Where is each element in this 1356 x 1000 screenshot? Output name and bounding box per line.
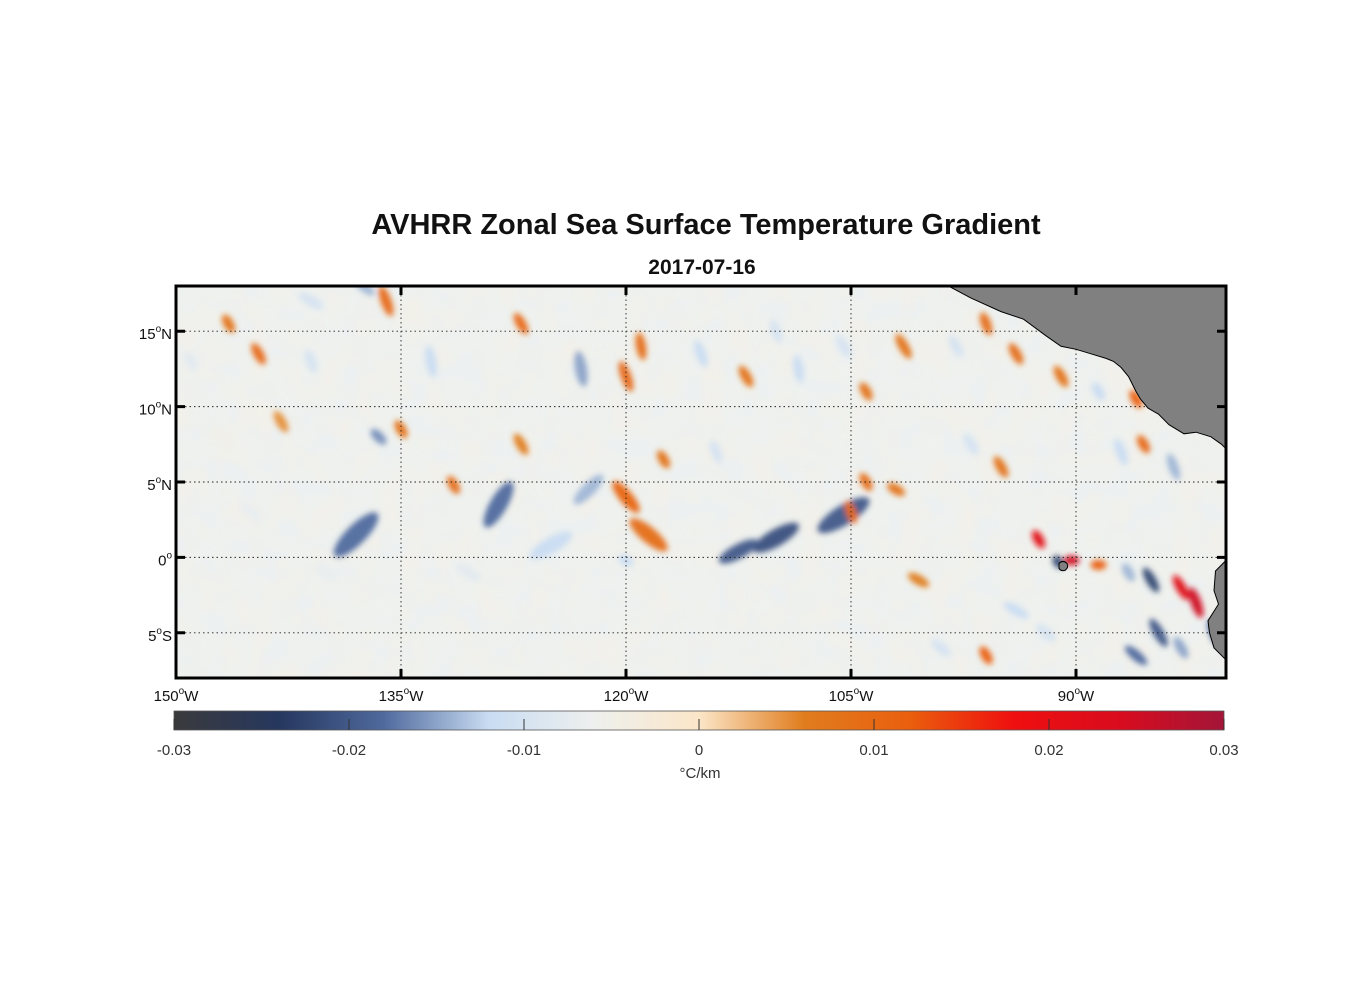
- gradient-feature: [333, 512, 379, 558]
- lat-tick-label: 5oS: [148, 626, 172, 645]
- gradient-feature: [273, 411, 289, 433]
- gradient-feature: [886, 482, 906, 497]
- central-america-land: [948, 286, 1226, 450]
- gradient-feature: [629, 518, 668, 552]
- lon-tick-label: 120oW: [604, 686, 650, 705]
- gradient-feature: [709, 440, 723, 464]
- gradient-feature: [1172, 575, 1190, 600]
- gradient-feature: [456, 564, 481, 581]
- land-masses: [948, 286, 1226, 678]
- gradient-feature: [1173, 637, 1189, 659]
- gradient-feature: [979, 312, 993, 336]
- gradient-feature: [694, 340, 708, 368]
- gradient-feature: [574, 351, 588, 387]
- gradient-feature: [931, 639, 951, 657]
- lon-tick-label: 105oW: [829, 686, 875, 705]
- gradient-feature: [378, 286, 394, 317]
- colorbar-tick-label: 0: [695, 742, 703, 759]
- gradient-feature: [1188, 587, 1204, 618]
- chart-subtitle: 2017-07-16: [648, 256, 755, 279]
- gradient-feature: [446, 476, 461, 495]
- gradient-feature: [1003, 601, 1029, 619]
- gradient-feature: [513, 313, 529, 335]
- gradient-feature: [612, 481, 640, 513]
- gradient-feature: [315, 565, 337, 580]
- gradient-feature: [656, 450, 671, 469]
- gradient-feature: [529, 531, 573, 560]
- colorbar: -0.03 -0.02 -0.01 0 0.01 0.02 0.03 °C/km: [157, 710, 1239, 782]
- lon-tick-label: 150oW: [154, 686, 200, 705]
- gradient-feature: [1124, 645, 1148, 666]
- gradient-feature: [859, 382, 873, 401]
- gradient-feature: [895, 333, 912, 359]
- colorbar-tick-label: -0.02: [332, 742, 366, 759]
- gradient-feature: [1091, 382, 1106, 401]
- gradient-feature: [993, 456, 1009, 478]
- south-america-land: [1207, 559, 1226, 678]
- gradient-feature: [221, 314, 236, 333]
- lat-tick-label: 0o: [158, 550, 172, 569]
- gradient-feature: [1114, 438, 1128, 466]
- gradient-feature: [1166, 453, 1181, 481]
- gradient-feature: [1053, 365, 1069, 388]
- gradient-feature: [1063, 555, 1080, 566]
- gradient-feature: [1136, 435, 1151, 454]
- gradient-feature: [298, 292, 324, 310]
- gradient-feature: [817, 497, 870, 534]
- lat-tick-label: 15oN: [139, 324, 172, 343]
- gradient-feature: [370, 428, 387, 445]
- colorbar-tick-label: 0.03: [1209, 742, 1238, 759]
- gradient-feature: [1090, 559, 1107, 570]
- colorbar-tick-label: -0.01: [507, 742, 541, 759]
- gradient-feature: [1129, 390, 1143, 409]
- gradient-feature: [979, 646, 993, 665]
- gradient-feature: [738, 365, 754, 388]
- gradient-feature: [948, 335, 964, 357]
- gradient-feature: [793, 355, 804, 383]
- gradient-feature: [425, 345, 437, 378]
- gradient-feature: [963, 433, 979, 455]
- colorbar-tick-label: 0.01: [859, 742, 888, 759]
- gradient-feature: [1031, 530, 1046, 549]
- gradient-feature: [753, 522, 799, 553]
- gradient-feature: [1121, 563, 1136, 582]
- gradient-feature: [239, 502, 263, 522]
- gradient-feature: [394, 420, 408, 439]
- lat-tick-label: 5oN: [147, 475, 172, 494]
- colorbar-tick-label: 0.02: [1034, 742, 1063, 759]
- gradient-feature: [513, 433, 529, 455]
- gradient-feature: [635, 332, 647, 361]
- gradient-feature: [1142, 567, 1160, 593]
- gradient-feature: [792, 595, 820, 610]
- gradient-feature: [1008, 343, 1024, 365]
- lon-tick-label: 135oW: [379, 686, 425, 705]
- gradient-feature: [718, 539, 759, 564]
- chart-title: AVHRR Zonal Sea Surface Temperature Grad…: [371, 209, 1041, 241]
- axis-ticks: 150oW 135oW 120oW 105oW 90oW 15oN 10oN 5oN 0o 5oS: [139, 286, 1226, 705]
- gradient-feature: [251, 343, 266, 365]
- gradient-feature: [304, 349, 318, 373]
- lon-tick-label: 90oW: [1058, 686, 1095, 705]
- map-area: 150oW 135oW 120oW 105oW 90oW 15oN 10oN 5oN 0o 5oS: [139, 284, 1228, 705]
- colorbar-ticks: -0.03 -0.02 -0.01 0 0.01 0.02 0.03: [157, 719, 1239, 759]
- gradient-feature: [211, 425, 231, 448]
- gradient-feature: [352, 286, 375, 296]
- colorbar-tick-label: -0.03: [157, 742, 191, 759]
- galapagos-island: [1058, 560, 1069, 572]
- gradient-feature: [907, 572, 930, 588]
- gradient-feature: [836, 335, 851, 357]
- gradient-feature: [483, 481, 514, 528]
- lat-tick-label: 10oN: [139, 400, 172, 419]
- gradient-feature: [184, 352, 198, 371]
- colorbar-label: °C/km: [680, 765, 721, 782]
